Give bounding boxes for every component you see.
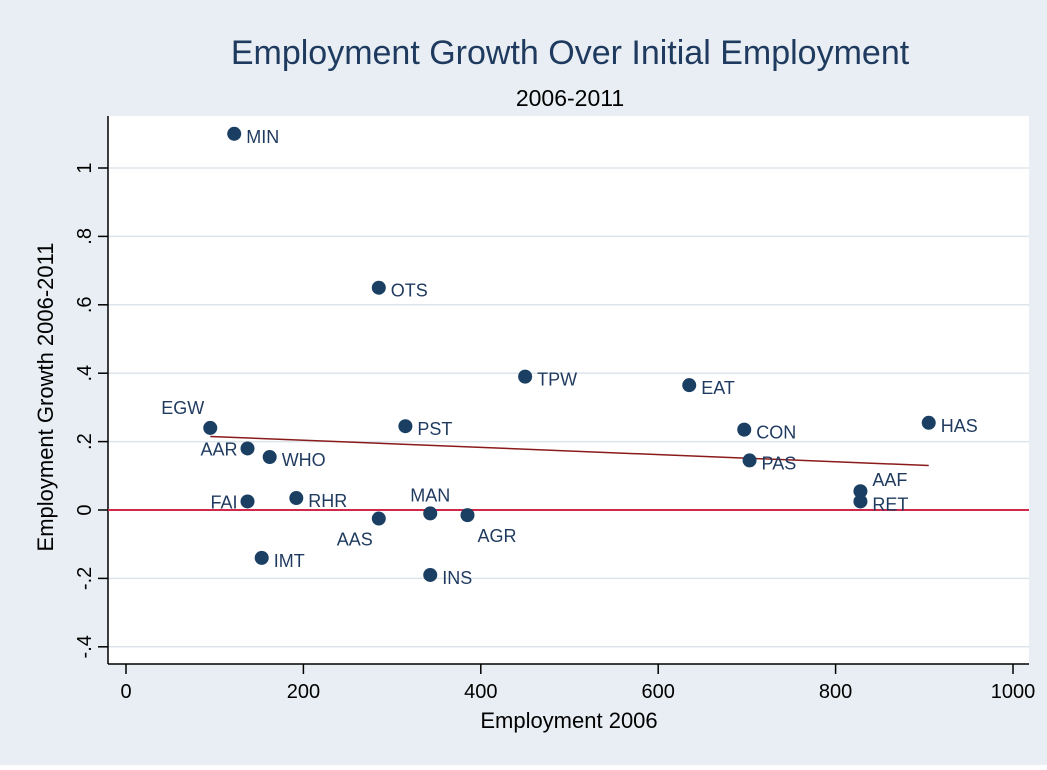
x-tick-label: 1000 (991, 681, 1036, 703)
y-axis-label: Employment Growth 2006-2011 (33, 243, 58, 552)
chart-title: Employment Growth Over Initial Employmen… (231, 34, 910, 72)
y-tick-label: .4 (74, 365, 96, 382)
data-point-pst (398, 419, 413, 434)
y-tick-label: .8 (74, 228, 96, 245)
data-point-agr (460, 508, 475, 523)
data-point-who (262, 449, 277, 464)
x-axis-label: Employment 2006 (480, 708, 657, 733)
y-tick-label: .6 (74, 296, 96, 313)
point-label-man: MAN (410, 485, 450, 505)
point-label-con: CON (756, 423, 796, 443)
axes: 0 200 400 600 800 1000 -.4 -.2 0 .2 .4 .6 .8 1 (74, 116, 1035, 703)
data-points: MIN OTS TPW EAT EGW PST CON HAS AAR WHO PAS AAF FAI R… (161, 126, 978, 588)
y-tick-label: .2 (74, 433, 96, 450)
point-label-aar: AAR (201, 439, 238, 459)
point-label-rhr: RHR (308, 491, 347, 511)
point-label-tpw: TPW (537, 370, 577, 390)
data-point-eat (682, 378, 697, 393)
fit-line (210, 435, 929, 467)
point-label-pst: PST (417, 419, 452, 439)
plot-area (108, 116, 1029, 664)
x-tick-label: 400 (464, 681, 497, 703)
data-point-rhr (289, 491, 304, 506)
y-tick-label: -.4 (74, 635, 96, 658)
point-label-who: WHO (282, 450, 326, 470)
data-point-ots (371, 280, 386, 295)
fit-lines (108, 435, 1029, 511)
x-tick-label: 200 (287, 681, 320, 703)
data-point-min (227, 126, 242, 141)
point-label-fai: FAI (211, 492, 238, 512)
point-label-ins: INS (442, 568, 472, 588)
point-label-pas: PAS (762, 453, 797, 473)
data-point-man (423, 506, 438, 521)
data-point-egw (203, 420, 218, 435)
point-label-imt: IMT (274, 551, 305, 571)
data-point-ins (423, 567, 438, 582)
point-label-has: HAS (941, 416, 978, 436)
x-tick-label: 0 (120, 681, 131, 703)
point-label-ots: OTS (391, 281, 428, 301)
point-label-min: MIN (246, 127, 279, 147)
point-label-eat: EAT (701, 378, 735, 398)
data-point-con (737, 422, 752, 437)
point-label-agr: AGR (477, 526, 516, 546)
data-point-aaf (853, 484, 868, 499)
chart-subtitle: 2006-2011 (516, 85, 624, 111)
point-label-ret: RET (872, 494, 908, 514)
point-label-egw: EGW (161, 398, 204, 418)
y-tick-label: 0 (74, 504, 96, 515)
y-tick-label: 1 (74, 162, 96, 173)
data-point-pas (742, 453, 757, 468)
point-label-aaf: AAF (872, 470, 907, 490)
data-point-ret (853, 494, 868, 509)
data-point-aas (371, 511, 386, 526)
x-tick-label: 800 (819, 681, 852, 703)
data-point-imt (254, 550, 269, 565)
x-tick-label: 600 (642, 681, 675, 703)
data-point-aar (240, 441, 255, 456)
data-point-tpw (518, 369, 533, 384)
point-label-aas: AAS (337, 530, 373, 550)
data-point-has (921, 415, 936, 430)
data-point-fai (240, 494, 255, 509)
y-tick-label: -.2 (74, 567, 96, 590)
